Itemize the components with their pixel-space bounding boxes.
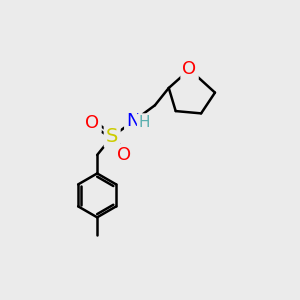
Text: O: O (117, 146, 131, 164)
Text: N: N (126, 112, 140, 130)
Text: O: O (85, 114, 100, 132)
Text: O: O (182, 61, 197, 79)
Text: H: H (139, 115, 150, 130)
Text: S: S (106, 127, 118, 146)
